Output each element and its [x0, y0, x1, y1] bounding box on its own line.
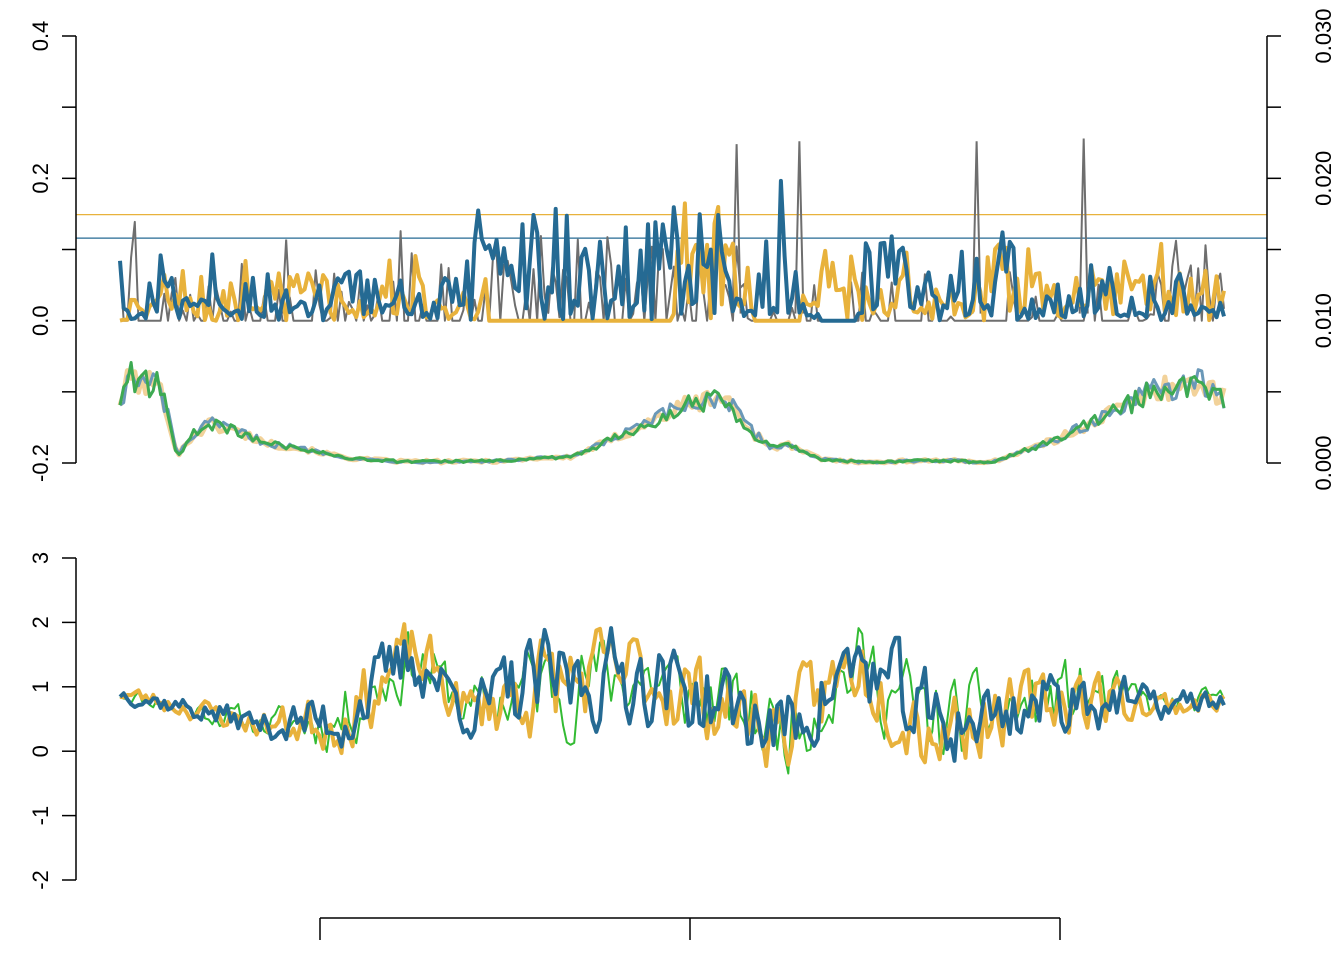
top-right-y-axis: 0.000 0.010 0.020 0.030	[1266, 8, 1336, 491]
bottom-series	[118, 622, 1226, 775]
top-right-tick-label: 0.010	[1311, 293, 1336, 348]
top-right-tick-label: 0.020	[1311, 151, 1336, 206]
top-smooth-series	[117, 361, 1227, 466]
bottom-left-tick-label: 0	[28, 745, 53, 757]
bottom-left-tick-label: 2	[28, 616, 53, 628]
gray-peak-2	[794, 141, 805, 314]
spike-series-gray	[119, 220, 1225, 322]
top-left-tick-label: -0.2	[28, 444, 53, 482]
bottom-left-y-axis: -2 -1 0 1 2 3	[28, 552, 77, 890]
top-right-tick-label: 0.000	[1311, 435, 1336, 490]
bottom-series-orange	[119, 622, 1226, 768]
top-left-tick-label: 0.4	[28, 21, 53, 52]
top-chart-panel: -0.2 0.0 0.2 0.4 0.000 0.010 0.020 0.030	[28, 8, 1336, 490]
bottom-series-blue	[118, 626, 1226, 763]
gray-peak-3	[971, 141, 982, 314]
bottom-chart-panel: -2 -1 0 1 2 3	[28, 552, 1226, 940]
top-left-tick-label: 0.0	[28, 305, 53, 336]
top-right-tick-label: 0.030	[1311, 8, 1336, 63]
bottom-left-tick-label: -1	[28, 806, 53, 826]
bottom-left-tick-label: -2	[28, 870, 53, 890]
bottom-left-tick-label: 3	[28, 552, 53, 564]
top-left-tick-label: 0.2	[28, 163, 53, 194]
top-left-y-axis: -0.2 0.0 0.2 0.4	[28, 21, 77, 482]
top-spike-series	[118, 138, 1226, 323]
bottom-left-tick-label: 1	[28, 681, 53, 693]
gray-peak-4	[1078, 138, 1089, 314]
spike-series-orange	[119, 201, 1226, 323]
spike-series-blue	[118, 178, 1226, 323]
smooth-series-blue_light	[119, 368, 1226, 465]
smooth-series-green	[118, 361, 1226, 465]
bottom-x-axis	[319, 917, 1061, 940]
